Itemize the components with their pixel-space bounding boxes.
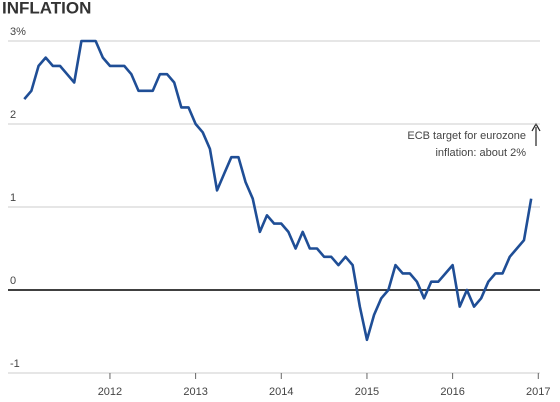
- x-tick-label: 2014: [269, 386, 293, 398]
- y-tick-label: 1: [10, 192, 16, 204]
- annotation: ECB target for eurozone: [407, 130, 526, 142]
- chart-title: INFLATION: [2, 0, 91, 17]
- x-tick-label: 2015: [355, 386, 379, 398]
- x-tick-label: 2016: [440, 386, 464, 398]
- y-tick-label: 2: [10, 109, 16, 121]
- y-tick-label: 0: [10, 275, 16, 287]
- x-tick-label: 2012: [98, 386, 122, 398]
- x-tick-label: 2017: [526, 386, 550, 398]
- x-tick-label: 2013: [183, 386, 207, 398]
- y-tick-label: 3%: [10, 26, 26, 38]
- y-tick-label: -1: [10, 358, 20, 370]
- annotation: inflation: about 2%: [435, 147, 526, 159]
- line: [23, 39, 533, 342]
